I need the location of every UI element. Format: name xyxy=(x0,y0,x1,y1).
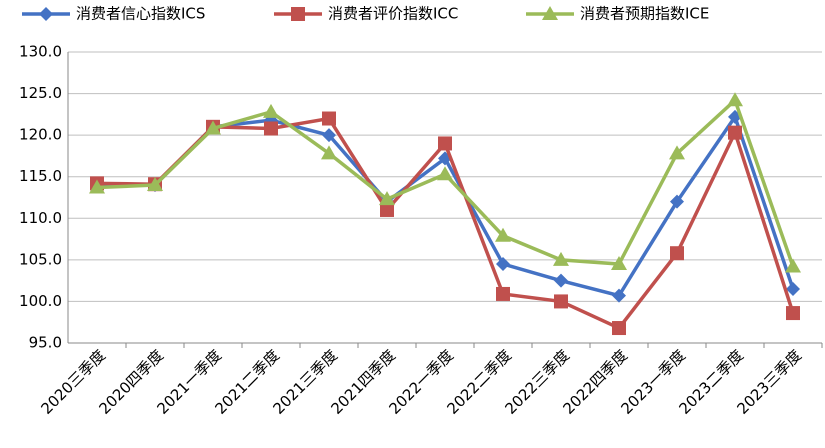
y-tick-label: 100.0 xyxy=(19,292,62,310)
data-point xyxy=(611,256,627,271)
y-tick-label: 125.0 xyxy=(19,84,62,102)
data-point xyxy=(380,202,394,217)
legend-marker xyxy=(542,6,558,20)
data-point xyxy=(147,177,163,192)
data-point xyxy=(322,128,336,143)
legend-label: 消费者评价指数ICC xyxy=(328,5,458,23)
data-point xyxy=(264,121,278,136)
y-tick-label: 105.0 xyxy=(19,250,62,268)
data-point xyxy=(205,120,221,135)
data-point xyxy=(670,246,684,261)
data-point xyxy=(669,145,685,160)
data-point xyxy=(554,273,568,288)
data-point xyxy=(612,321,626,336)
legend-label: 消费者预期指数ICE xyxy=(580,5,709,23)
y-tick-label: 115.0 xyxy=(19,167,62,185)
data-point xyxy=(554,294,568,309)
data-point xyxy=(438,136,452,151)
data-point xyxy=(496,257,510,272)
data-point xyxy=(786,306,800,321)
data-point xyxy=(786,281,800,296)
data-point xyxy=(496,286,510,301)
data-point xyxy=(728,125,742,140)
data-point xyxy=(263,103,279,118)
y-tick-label: 95.0 xyxy=(29,334,62,352)
y-tick-label: 120.0 xyxy=(19,126,62,144)
data-point xyxy=(322,111,336,126)
legend-label: 消费者信心指数ICS xyxy=(76,5,205,23)
data-point xyxy=(670,194,684,209)
data-point xyxy=(379,191,395,206)
data-point xyxy=(495,227,511,242)
data-point xyxy=(321,145,337,160)
y-tick-label: 130.0 xyxy=(19,43,62,61)
data-point xyxy=(785,258,801,273)
y-tick-label: 110.0 xyxy=(19,209,62,227)
data-point xyxy=(612,288,626,303)
data-point xyxy=(553,251,569,266)
legend-marker xyxy=(291,7,305,21)
data-point xyxy=(727,92,743,107)
legend-marker xyxy=(39,7,53,21)
data-point xyxy=(89,179,105,194)
data-point xyxy=(437,166,453,181)
